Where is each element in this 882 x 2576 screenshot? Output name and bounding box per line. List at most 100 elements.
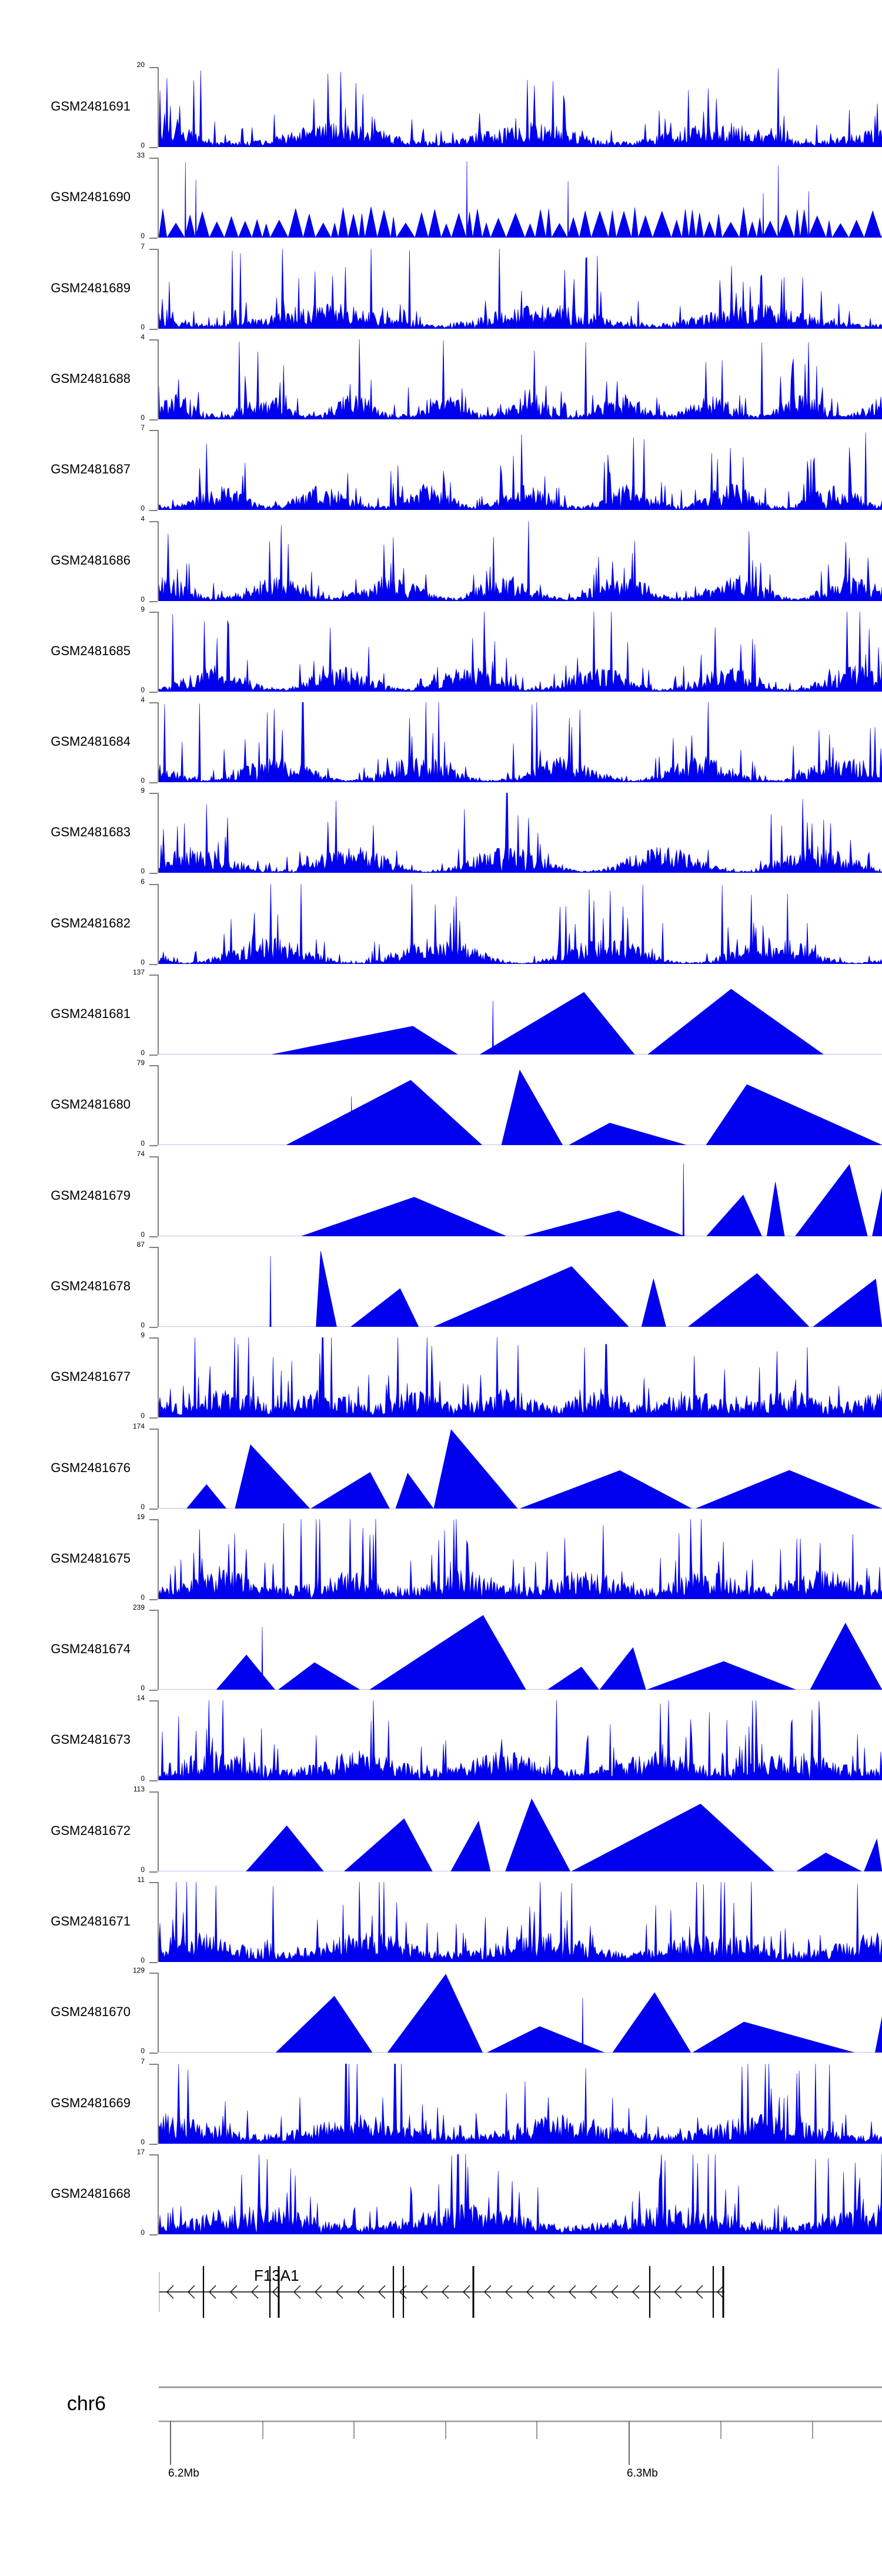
y-axis-tick-max — [149, 1337, 158, 1339]
y-axis-tick-zero — [149, 1236, 158, 1237]
y-axis-tick-max — [149, 67, 158, 68]
track-sample-label: GSM2481678 — [51, 1278, 131, 1293]
y-axis-zero-value: 0 — [141, 1684, 145, 1693]
coverage-plot-area[interactable] — [159, 1791, 882, 1871]
genome-coordinate-ruler[interactable]: 6.2Mb 6.3Mb — [0, 2379, 882, 2497]
y-axis-line — [158, 1791, 159, 1871]
y-axis-zero-value: 0 — [141, 322, 145, 331]
coverage-plot-area[interactable] — [159, 1700, 882, 1781]
y-axis-zero-value: 0 — [141, 2228, 145, 2237]
y-axis-max-value: 6 — [141, 877, 145, 886]
y-axis-line — [158, 1246, 159, 1327]
ruler-tick-label: 6.3Mb — [627, 2467, 658, 2480]
y-axis-max-value: 9 — [141, 1331, 145, 1340]
y-axis-max-value: 87 — [136, 1240, 145, 1249]
track-sample-label: GSM2481685 — [51, 643, 131, 658]
y-axis-tick-zero — [149, 873, 158, 875]
y-axis-max-value: 174 — [132, 1422, 145, 1430]
y-axis-line — [158, 1700, 159, 1781]
y-axis-max-value: 20 — [136, 61, 145, 69]
y-axis-zero-value: 0 — [141, 1412, 145, 1420]
y-axis-zero-value: 0 — [141, 232, 145, 241]
y-axis-max-value: 137 — [132, 968, 145, 976]
y-axis-tick-max — [149, 248, 158, 250]
y-axis-line — [158, 1519, 159, 1599]
coverage-plot-area[interactable] — [159, 2063, 882, 2144]
track-sample-label: GSM2481674 — [51, 1641, 131, 1657]
coverage-plot-area[interactable] — [159, 520, 882, 601]
y-axis-tick-zero — [149, 782, 158, 784]
y-axis-tick-zero — [149, 600, 158, 602]
gene-annotation-track[interactable] — [0, 2261, 882, 2350]
y-axis-max-value: 9 — [141, 786, 145, 795]
y-axis-line — [158, 1973, 159, 2053]
y-axis-max-value: 129 — [132, 1966, 145, 1975]
y-axis-tick-zero — [149, 1871, 158, 1873]
track-sample-label: GSM2481681 — [51, 1006, 131, 1021]
coverage-plot-area[interactable] — [159, 430, 882, 510]
y-axis-line — [158, 1428, 159, 1509]
y-axis-tick-max — [149, 1882, 158, 1883]
track-sample-label: GSM2481677 — [51, 1369, 131, 1384]
y-axis-tick-max — [149, 883, 158, 885]
coverage-plot-area[interactable] — [159, 1519, 882, 1599]
track-sample-label: GSM2481671 — [51, 1914, 131, 1928]
y-axis-max-value: 33 — [136, 151, 145, 160]
track-sample-label: GSM2481679 — [51, 1187, 131, 1203]
y-axis-zero-value: 0 — [141, 1049, 145, 1057]
y-axis-zero-value: 0 — [141, 1502, 145, 1511]
y-axis-max-value: 7 — [141, 2057, 145, 2066]
y-axis-tick-max — [149, 158, 158, 159]
y-axis-tick-max — [149, 1156, 158, 1157]
y-axis-tick-max — [149, 2154, 158, 2155]
coverage-plot-area[interactable] — [159, 883, 882, 964]
y-axis-max-value: 74 — [136, 1149, 145, 1158]
track-sample-label: GSM2481686 — [51, 552, 131, 568]
chromosome-label: chr6 — [66, 2393, 106, 2415]
y-axis-line — [158, 1610, 159, 1690]
coverage-plot-area[interactable] — [159, 1247, 882, 1327]
coverage-plot-area[interactable] — [159, 1156, 882, 1236]
coverage-plot-area[interactable] — [159, 611, 882, 692]
coverage-plot-area[interactable] — [159, 1065, 882, 1146]
track-sample-label: GSM2481668 — [51, 2185, 131, 2201]
track-sample-label: GSM2481676 — [51, 1460, 131, 1475]
track-sample-label: GSM2481680 — [51, 1097, 131, 1112]
coverage-plot-area[interactable] — [159, 702, 882, 783]
y-axis-zero-value: 0 — [141, 595, 145, 603]
coverage-plot-area[interactable] — [159, 1429, 882, 1509]
coverage-plot-area[interactable] — [159, 67, 882, 147]
coverage-plot-area[interactable] — [159, 1882, 882, 1962]
coverage-plot-area[interactable] — [159, 1610, 882, 1690]
y-axis-max-value: 4 — [141, 332, 145, 341]
y-axis-tick-zero — [149, 1780, 158, 1782]
track-sample-label: GSM2481670 — [51, 2004, 131, 2020]
coverage-plot-area[interactable] — [159, 1973, 882, 2053]
coverage-plot-area[interactable] — [159, 1337, 882, 1418]
y-axis-tick-max — [149, 2063, 158, 2065]
y-axis-tick-zero — [149, 1508, 158, 1510]
y-axis-zero-value: 0 — [141, 413, 145, 422]
y-axis-zero-value: 0 — [141, 867, 145, 876]
coverage-plot-area[interactable] — [159, 793, 882, 873]
y-axis-line — [158, 248, 159, 329]
track-sample-label: GSM2481688 — [51, 371, 131, 386]
y-axis-zero-value: 0 — [141, 1956, 145, 1964]
y-axis-max-value: 7 — [141, 242, 145, 251]
y-axis-zero-value: 0 — [141, 141, 145, 149]
coverage-plot-area[interactable] — [159, 158, 882, 238]
y-axis-tick-max — [149, 1428, 158, 1430]
y-axis-zero-value: 0 — [141, 1865, 145, 1874]
coverage-plot-area[interactable] — [159, 975, 882, 1055]
y-axis-line — [158, 1882, 159, 1962]
coverage-plot-area[interactable] — [159, 248, 882, 329]
y-axis-line — [158, 67, 159, 147]
y-axis-line — [158, 520, 159, 601]
y-axis-max-value: 239 — [132, 1603, 145, 1612]
coverage-plot-area[interactable] — [159, 2154, 882, 2234]
y-axis-tick-zero — [149, 963, 158, 965]
track-sample-label: GSM2481691 — [51, 99, 131, 114]
coverage-plot-area[interactable] — [159, 339, 882, 419]
y-axis-tick-max — [149, 1246, 158, 1248]
y-axis-line — [158, 883, 159, 964]
